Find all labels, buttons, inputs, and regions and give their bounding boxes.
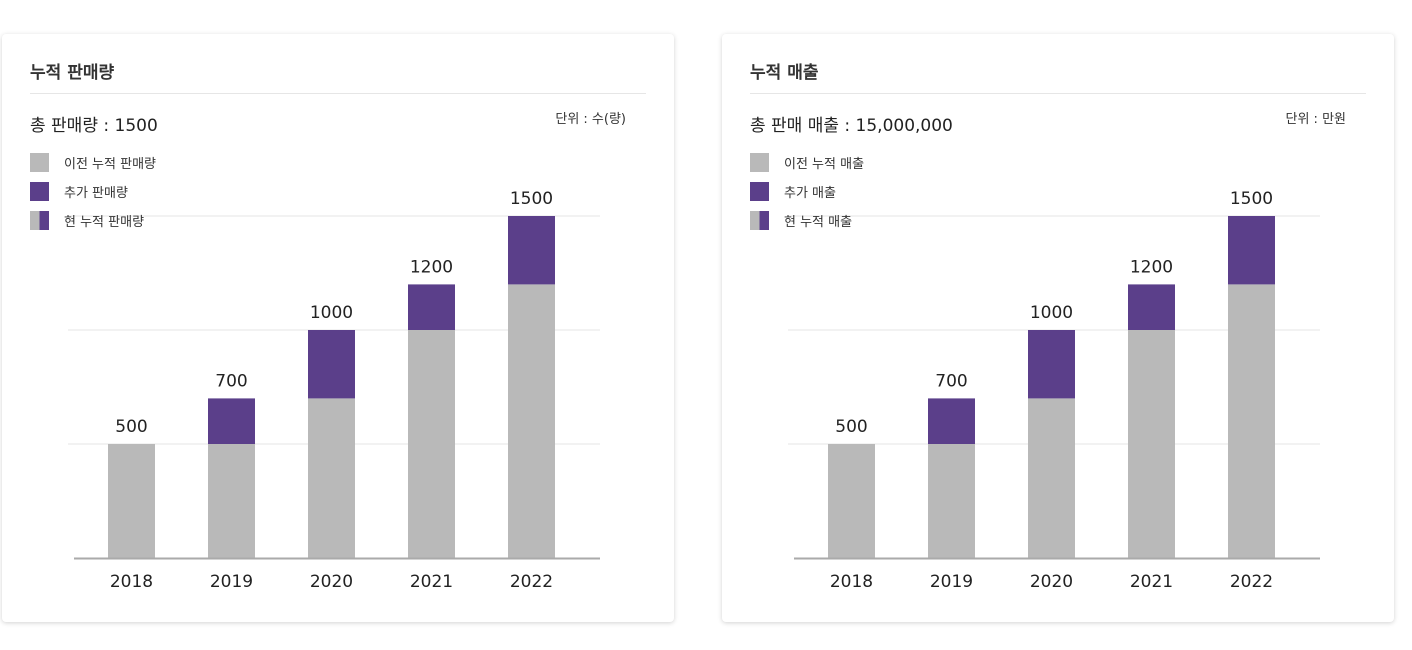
bar-previous — [1228, 284, 1275, 558]
legend-item-current: 현 누적 판매량 — [30, 211, 156, 230]
purple-square-icon — [750, 182, 769, 201]
legend-label: 추가 판매량 — [64, 186, 128, 201]
gray-square-icon — [750, 153, 769, 172]
x-tick-label: 2022 — [1230, 572, 1273, 592]
total-revenue: 총 판매 매출 : 15,000,000 — [750, 116, 953, 136]
gray-square-icon — [30, 153, 49, 172]
data-label: 1500 — [510, 189, 553, 209]
bar-previous — [208, 444, 255, 558]
split-square-icon — [30, 211, 49, 230]
bar-added — [408, 284, 455, 330]
revenue-card: 누적 매출 총 판매 매출 : 15,000,000 단위 : 만원 이전 누적… — [722, 34, 1394, 622]
legend-label: 현 누적 매출 — [784, 215, 853, 230]
legend: 이전 누적 매출 추가 매출 현 누적 매출 — [750, 153, 864, 240]
x-tick-label: 2021 — [1130, 572, 1173, 592]
x-tick-label: 2020 — [310, 572, 353, 592]
total-sales-volume: 총 판매량 : 1500 — [30, 116, 158, 136]
data-label: 1000 — [1030, 303, 1073, 323]
x-tick-label: 2018 — [830, 572, 873, 592]
bar-added — [1128, 284, 1175, 330]
split-square-icon — [750, 211, 769, 230]
data-label: 1200 — [1130, 257, 1173, 277]
bar-previous — [1128, 330, 1175, 558]
legend-label: 이전 누적 매출 — [784, 157, 865, 172]
bar-previous — [508, 284, 555, 558]
data-label: 1500 — [1230, 189, 1273, 209]
legend-label: 현 누적 판매량 — [64, 215, 145, 230]
bar-previous — [308, 398, 355, 558]
bar-chart: 500 2018 700 2019 1000 2020 1200 2021 1500 2022 — [788, 189, 1320, 592]
x-tick-label: 2020 — [1030, 572, 1073, 592]
legend-item-current: 현 누적 매출 — [750, 211, 864, 230]
card-title: 누적 매출 — [750, 63, 819, 83]
bar-added — [508, 216, 555, 285]
legend-item-added: 추가 매출 — [750, 182, 864, 201]
legend-label: 이전 누적 판매량 — [64, 157, 156, 172]
data-label: 1200 — [410, 257, 453, 277]
data-label: 700 — [935, 371, 967, 391]
x-tick-label: 2022 — [510, 572, 553, 592]
data-label: 500 — [115, 417, 147, 437]
data-label: 500 — [835, 417, 867, 437]
bar-previous — [828, 444, 875, 558]
legend-item-previous: 이전 누적 판매량 — [30, 153, 156, 172]
unit-label: 단위 : 수(량) — [555, 112, 626, 127]
legend-label: 추가 매출 — [784, 186, 836, 201]
legend-item-added: 추가 판매량 — [30, 182, 156, 201]
bar-previous — [108, 444, 155, 558]
title-divider — [750, 93, 1366, 94]
legend-item-previous: 이전 누적 매출 — [750, 153, 864, 172]
bar-added — [308, 330, 355, 399]
legend: 이전 누적 판매량 추가 판매량 현 누적 판매량 — [30, 153, 156, 240]
bar-added — [1028, 330, 1075, 399]
x-tick-label: 2021 — [410, 572, 453, 592]
bar-chart: 500 2018 700 2019 1000 2020 1200 2021 1500 2022 — [68, 189, 600, 592]
sales-volume-card: 누적 판매량 총 판매량 : 1500 단위 : 수(량) 이전 누적 판매량 … — [2, 34, 674, 622]
unit-label: 단위 : 만원 — [1285, 112, 1347, 127]
data-label: 700 — [215, 371, 247, 391]
data-label: 1000 — [310, 303, 353, 323]
bar-previous — [928, 444, 975, 558]
bar-added — [1228, 216, 1275, 285]
bar-added — [928, 398, 975, 444]
purple-square-icon — [30, 182, 49, 201]
bar-previous — [408, 330, 455, 558]
x-tick-label: 2019 — [210, 572, 253, 592]
bar-previous — [1028, 398, 1075, 558]
x-tick-label: 2019 — [930, 572, 973, 592]
x-tick-label: 2018 — [110, 572, 153, 592]
bar-added — [208, 398, 255, 444]
title-divider — [30, 93, 646, 94]
card-title: 누적 판매량 — [30, 63, 115, 83]
